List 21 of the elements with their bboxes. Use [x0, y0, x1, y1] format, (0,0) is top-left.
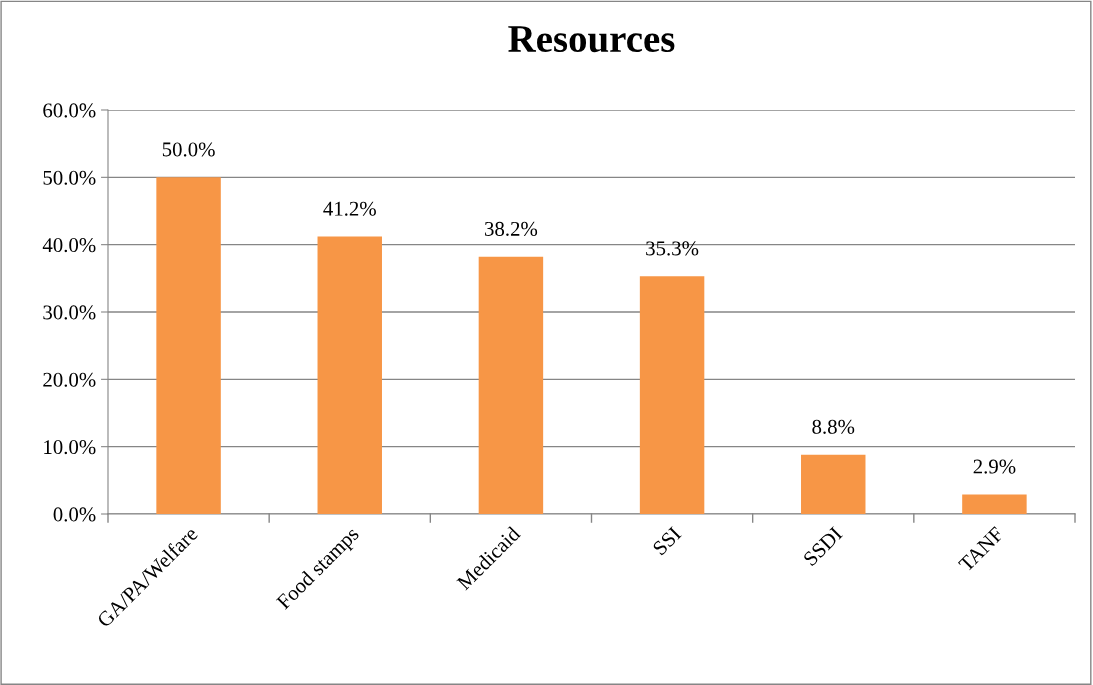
bar: [801, 454, 866, 514]
y-tick-label: 10.0%: [44, 440, 96, 455]
y-tick-label: 20.0%: [43, 372, 96, 387]
y-tick-label: 30.0%: [43, 305, 96, 320]
data-label: 8.8%: [812, 419, 855, 434]
data-label: 2.9%: [973, 459, 1016, 474]
data-label: 41.2%: [323, 201, 376, 216]
data-label: 50.0%: [162, 142, 215, 157]
data-label: 38.2%: [485, 221, 538, 236]
bar: [317, 236, 382, 514]
bar: [639, 276, 705, 514]
chart-title: Resources: [508, 26, 675, 53]
bar: [156, 177, 221, 514]
data-label: 35.3%: [646, 241, 699, 256]
x-tick-label: SSI: [652, 526, 682, 556]
bar: [478, 256, 544, 514]
bar: [962, 494, 1027, 514]
y-tick-label: 60.0%: [43, 103, 96, 118]
y-tick-label: 50.0%: [43, 170, 96, 185]
y-tick-label: 0.0%: [53, 507, 96, 522]
y-tick-label: 40.0%: [42, 238, 96, 253]
